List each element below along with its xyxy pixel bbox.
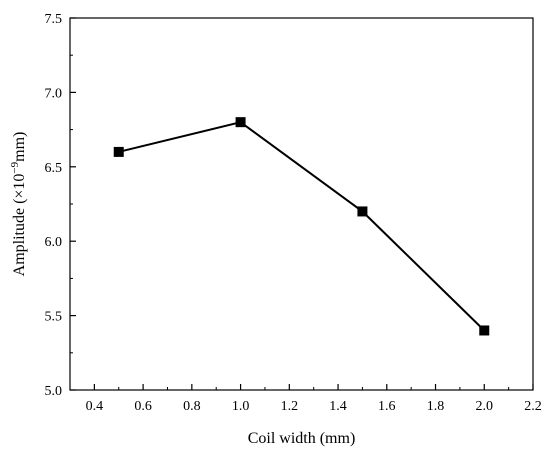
x-tick-label: 0.4 xyxy=(86,399,104,414)
y-tick-label: 6.5 xyxy=(45,161,63,176)
y-tick-label: 5.5 xyxy=(45,310,63,325)
data-point-marker xyxy=(235,117,246,128)
y-axis-title: Amplitude (×10−9mm) xyxy=(9,132,28,277)
y-tick-label: 7.5 xyxy=(45,12,63,27)
y-tick-label: 5.0 xyxy=(45,384,63,399)
x-tick-label: 1.0 xyxy=(232,399,250,414)
x-tick-label: 1.6 xyxy=(378,399,396,414)
data-point-marker xyxy=(357,206,368,217)
x-axis-title: Coil width (mm) xyxy=(248,430,356,447)
x-tick-label: 1.8 xyxy=(427,399,445,414)
data-point-marker xyxy=(113,146,124,157)
y-tick-label: 6.0 xyxy=(45,235,63,250)
x-tick-label: 2.2 xyxy=(524,399,542,414)
x-tick-label: 0.6 xyxy=(134,399,152,414)
data-point-marker xyxy=(479,325,490,336)
series-line xyxy=(118,121,485,332)
ticks-layer: 0.4 0.6 0.8 1.0 1.2 1.4 1.6 1.8 2.0 2.2 5.0 5.5 6.0 6… xyxy=(45,12,542,414)
plot-frame xyxy=(69,17,534,391)
y-axis-title-prefix: Amplitude (×10 xyxy=(11,174,28,277)
x-tick-label: 1.2 xyxy=(281,399,299,414)
y-axis-title-exponent: −9 xyxy=(9,161,21,173)
x-tick-label: 1.4 xyxy=(329,399,347,414)
series-layer xyxy=(113,117,490,336)
y-tick-label: 7.0 xyxy=(45,86,63,101)
y-axis-title-suffix: mm) xyxy=(11,132,28,162)
x-tick-label: 2.0 xyxy=(476,399,494,414)
x-tick-label: 0.8 xyxy=(183,399,201,414)
